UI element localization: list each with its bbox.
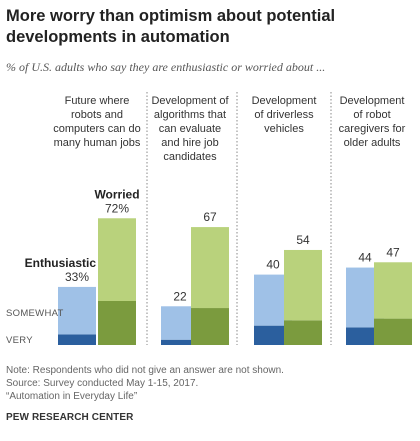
legend-enthusiastic: Enthusiastic <box>25 256 97 270</box>
legend-somewhat: SOMEWHAT <box>6 308 64 319</box>
legend-worried: Worried <box>94 187 139 201</box>
label-worried-total-1: 72% <box>105 201 129 215</box>
group-label-4-line-4: older adults <box>344 137 401 149</box>
title-line-1: More worry than optimism about potential <box>6 7 336 25</box>
group-label-1-line-2: robots and <box>71 109 123 121</box>
bar-enthusiastic-very-2 <box>161 339 199 345</box>
label-enthusiastic-total-3: 40 <box>266 258 280 272</box>
group-label-4-line-2: of robot <box>353 109 390 121</box>
group-label-3-line-2: of driverless <box>254 109 314 121</box>
bar-worried-somewhat-3 <box>284 249 322 321</box>
label-worried-total-3: 54 <box>296 233 310 247</box>
pew-research-credit: PEW RESEARCH CENTER <box>6 412 134 423</box>
group-label-2-line-2: algorithms that <box>154 109 226 121</box>
bar-enthusiastic-somewhat-1 <box>58 286 96 335</box>
source-text: Source: Survey conducted May 1-15, 2017. <box>6 378 199 389</box>
bar-worried-somewhat-4 <box>374 262 412 319</box>
report-title-text: “Automation in Everyday Life” <box>6 391 138 402</box>
legend-very: VERY <box>6 335 33 346</box>
bar-worried-very-4 <box>374 318 412 345</box>
group-label-3-line-1: Development <box>252 95 317 107</box>
group-label-2-line-1: Development of <box>151 95 229 107</box>
bar-worried-somewhat-2 <box>191 227 229 309</box>
chart-title: More worry than optimism about potential… <box>6 6 406 48</box>
group-label-1-line-1: Future where <box>65 95 130 107</box>
group-label-4-line-1: Development <box>340 95 405 107</box>
group-label-2-line-5: candidates <box>163 151 217 163</box>
bar-worried-very-3 <box>284 320 322 345</box>
bar-worried-very-1 <box>98 301 136 345</box>
bar-worried-very-2 <box>191 308 229 345</box>
group-label-4-line-3: caregivers for <box>339 123 406 135</box>
bar-enthusiastic-very-1 <box>58 334 96 345</box>
label-enthusiastic-total-1: 33% <box>65 270 89 284</box>
note-text: Note: Respondents who did not give an an… <box>6 365 284 376</box>
label-worried-total-2: 67 <box>203 210 217 224</box>
group-label-2-line-4: and hire job <box>161 137 219 149</box>
label-worried-total-4: 47 <box>386 245 400 259</box>
bar-worried-somewhat-1 <box>98 218 136 301</box>
bar-enthusiastic-very-3 <box>254 325 292 345</box>
group-label-2-line-3: can evaluate <box>159 123 221 135</box>
group-label-1-line-3: computers can do <box>53 123 140 135</box>
label-enthusiastic-total-2: 22 <box>173 289 187 303</box>
chart-subtitle: % of U.S. adults who say they are enthus… <box>6 60 326 74</box>
label-enthusiastic-total-4: 44 <box>358 251 372 265</box>
group-label-1-line-4: many human jobs <box>54 137 141 149</box>
title-line-2: developments in automation <box>6 28 230 46</box>
group-label-3-line-3: vehicles <box>264 123 304 135</box>
